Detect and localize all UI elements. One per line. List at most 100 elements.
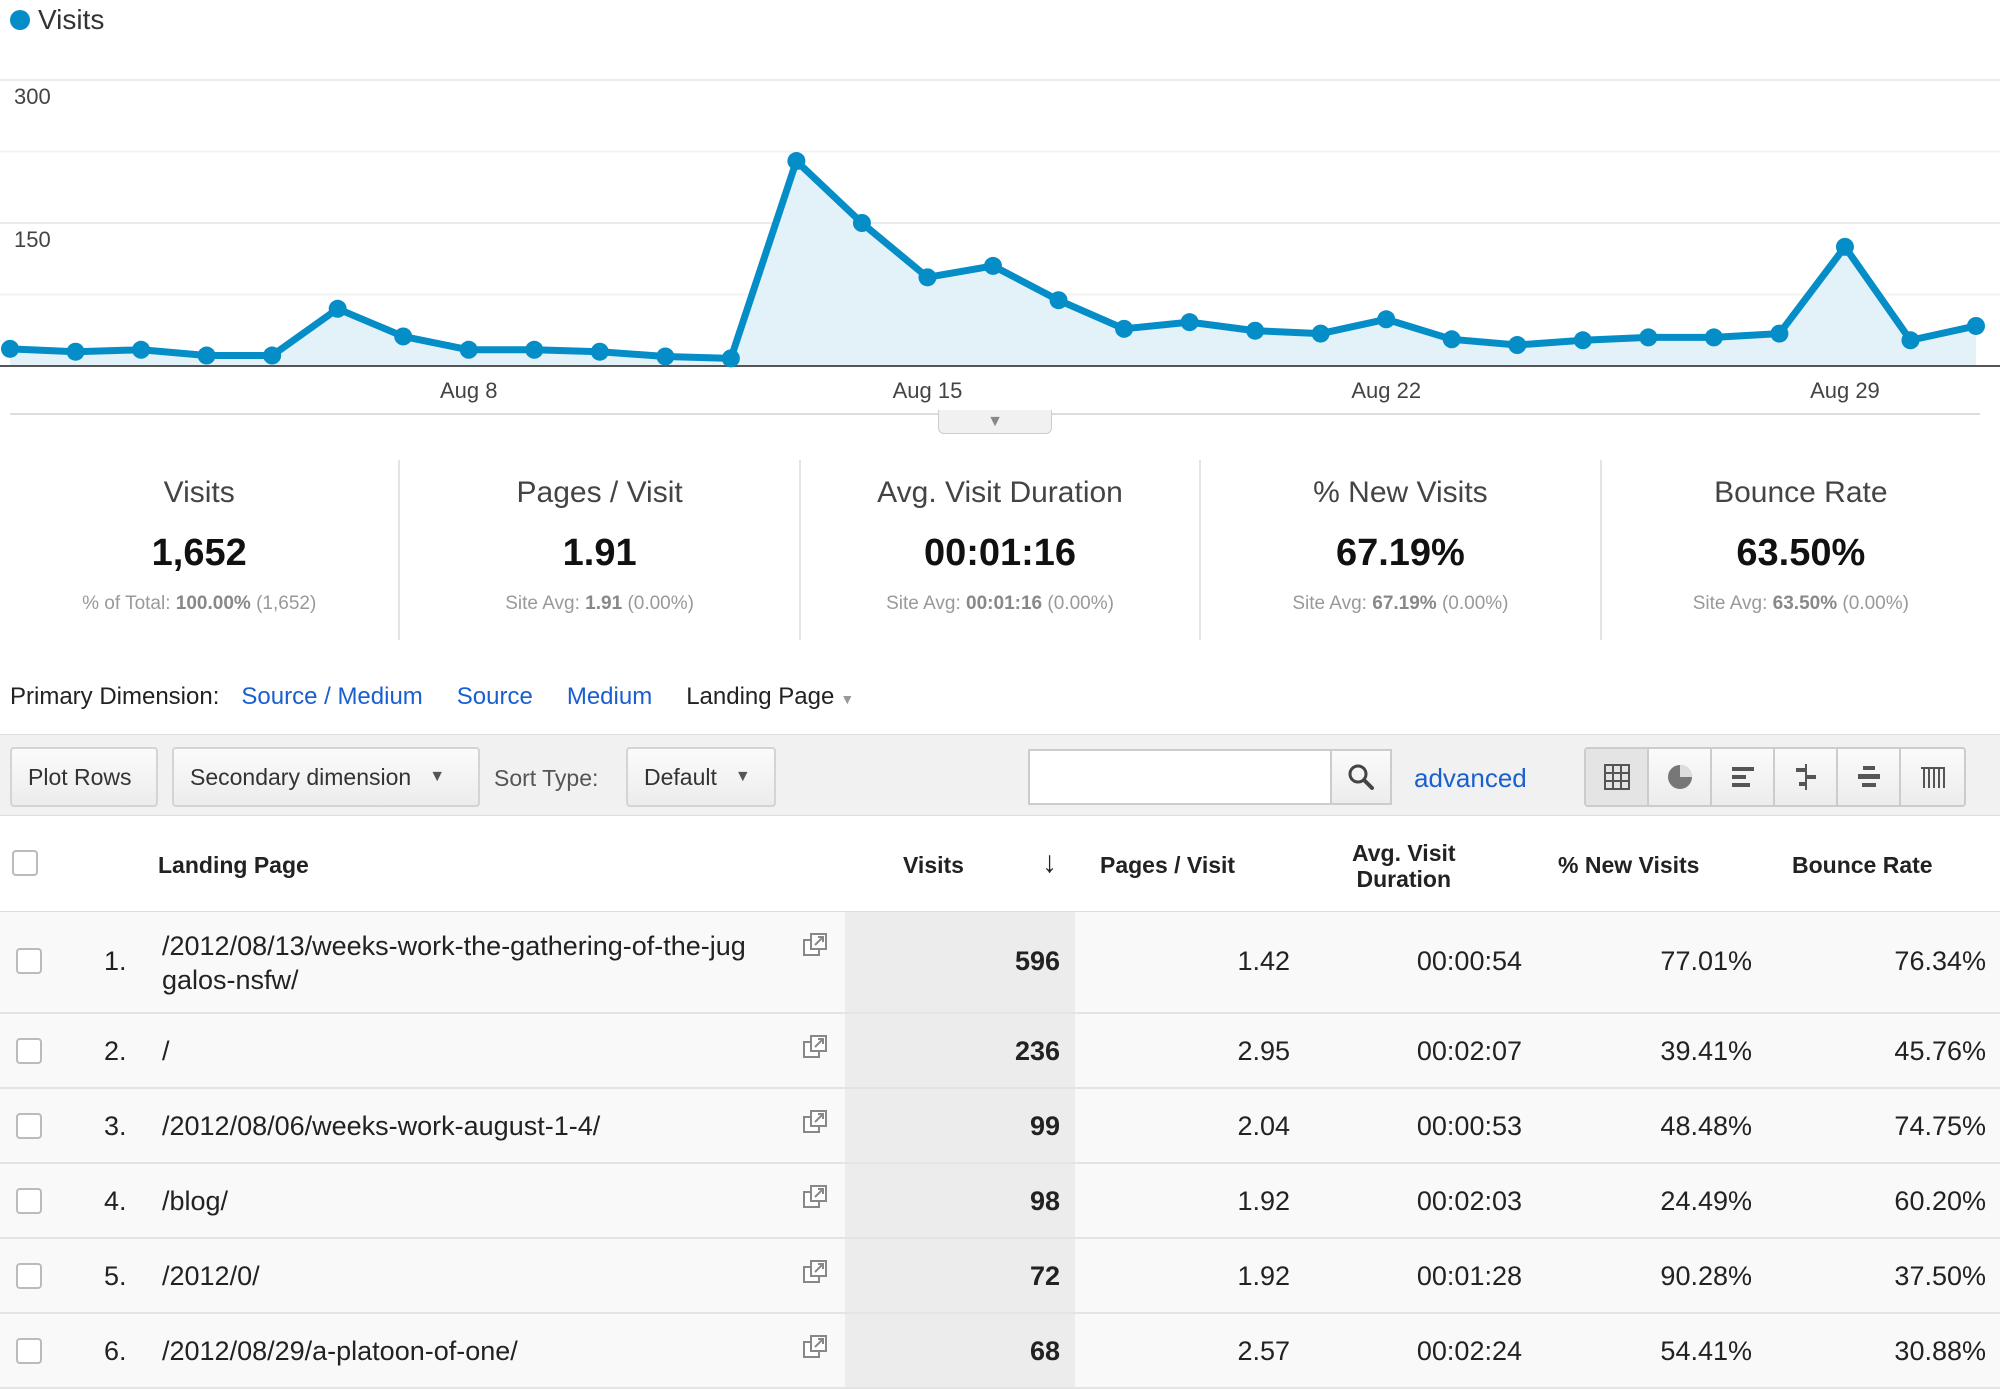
row-landing-page[interactable]: /2012/0/ xyxy=(162,1261,260,1291)
scorecard-sub: % of Total: 100.00% (1,652) xyxy=(0,593,398,615)
table-row[interactable]: 3. /2012/08/06/weeks-work-august-1-4/ 99… xyxy=(0,1089,2000,1164)
external-link-icon[interactable] xyxy=(802,1034,828,1060)
x-tick-label: Aug 22 xyxy=(1351,378,1421,403)
caret-down-icon: ▼ xyxy=(429,768,446,785)
visits-column-highlight xyxy=(845,1014,1075,1087)
scorecard-bounce-rate[interactable]: Bounce Rate 63.50% Site Avg: 63.50% (0.0… xyxy=(1602,460,2000,640)
data-point xyxy=(590,342,609,361)
search-button[interactable] xyxy=(1332,749,1392,805)
dimension-link-source-medium[interactable]: Source / Medium xyxy=(241,683,423,710)
external-link-icon[interactable] xyxy=(802,932,828,958)
row-new-visits: 54.41% xyxy=(1660,1336,1752,1366)
table-search-input[interactable] xyxy=(1028,749,1332,805)
data-point xyxy=(1442,330,1461,349)
row-new-visits: 90.28% xyxy=(1660,1261,1752,1291)
row-new-visits: 48.48% xyxy=(1660,1111,1752,1141)
sort-type-value: Default xyxy=(644,763,717,790)
external-link-icon[interactable] xyxy=(802,1334,828,1360)
chart-svg: 300 150 Aug 8 Aug 15 Aug 22 Aug 29 xyxy=(0,79,2000,415)
header-pages-per-visit[interactable]: Pages / Visit xyxy=(1100,852,1236,878)
view-comparison-button[interactable] xyxy=(1775,749,1838,805)
row-visits: 236 xyxy=(1014,1036,1060,1066)
data-point xyxy=(459,340,478,359)
row-avg-duration: 00:02:24 xyxy=(1416,1336,1522,1366)
row-landing-page[interactable]: / xyxy=(162,1036,170,1066)
scorecard-sub-bold: 63.50% xyxy=(1772,593,1838,614)
row-pages-per-visit: 2.95 xyxy=(1237,1036,1290,1066)
series-area-fill xyxy=(10,161,1976,366)
row-landing-page[interactable]: /blog/ xyxy=(162,1186,229,1216)
row-avg-duration: 00:02:07 xyxy=(1416,1036,1522,1066)
data-point xyxy=(984,256,1002,275)
view-term-cloud-button[interactable] xyxy=(1838,749,1901,805)
row-checkbox[interactable] xyxy=(16,948,42,974)
row-checkbox[interactable] xyxy=(16,1188,42,1214)
scorecard-avg-visit-duration[interactable]: Avg. Visit Duration 00:01:16 Site Avg: 0… xyxy=(801,460,1202,640)
dimension-active-landing-page[interactable]: Landing Page ▼ xyxy=(686,683,854,711)
header-new-visits[interactable]: % New Visits xyxy=(1558,852,1700,878)
view-table-button[interactable] xyxy=(1586,749,1649,805)
row-checkbox[interactable] xyxy=(16,1338,42,1364)
row-landing-page-line1: /2012/08/13/weeks-work-the-gathering-of-… xyxy=(162,931,746,961)
header-bounce-rate[interactable]: Bounce Rate xyxy=(1792,852,1933,878)
external-link-icon[interactable] xyxy=(802,1184,828,1210)
bar-chart-icon xyxy=(1731,767,1754,787)
scorecard-sub-bold: 00:01:16 xyxy=(966,593,1043,614)
scorecard-sub-bold: 1.91 xyxy=(585,593,623,614)
table-row[interactable]: 5. /2012/0/ 72 1.92 00:01:28 90.28% 37.5… xyxy=(0,1239,2000,1314)
chart-collapse-toggle[interactable]: ▼ xyxy=(938,410,1052,434)
scorecard-pages-per-visit[interactable]: Pages / Visit 1.91 Site Avg: 1.91 (0.00%… xyxy=(400,460,801,640)
table-row[interactable]: 4. /blog/ 98 1.92 00:02:03 24.49% 60.20% xyxy=(0,1164,2000,1239)
row-checkbox[interactable] xyxy=(16,1263,42,1289)
row-pages-per-visit: 2.04 xyxy=(1237,1111,1290,1141)
data-point xyxy=(1508,336,1527,355)
data-point xyxy=(918,268,937,287)
row-checkbox[interactable] xyxy=(16,1038,42,1064)
scorecard-value: 00:01:16 xyxy=(923,532,1077,574)
select-all-checkbox[interactable] xyxy=(12,850,38,876)
scorecard-sub-prefix: Site Avg: xyxy=(505,593,580,614)
view-pie-button[interactable] xyxy=(1649,749,1712,805)
sort-type-dropdown[interactable]: Default ▼ xyxy=(626,747,776,807)
scorecard-value: 63.50% xyxy=(1736,532,1866,574)
row-landing-page[interactable]: /2012/08/13/weeks-work-the-gathering-of-… xyxy=(162,929,792,997)
y-tick-label: 150 xyxy=(14,227,51,252)
row-pages-per-visit: 1.42 xyxy=(1237,946,1290,976)
scorecard-sub-prefix: % of Total: xyxy=(82,593,171,614)
external-link-icon[interactable] xyxy=(802,1259,828,1285)
scorecard-visits[interactable]: Visits 1,652 % of Total: 100.00% (1,652) xyxy=(0,460,401,640)
row-landing-page[interactable]: /2012/08/29/a-platoon-of-one/ xyxy=(162,1336,518,1366)
dimension-link-medium[interactable]: Medium xyxy=(566,683,653,710)
scorecard-label: Avg. Visit Duration xyxy=(877,476,1123,509)
data-point xyxy=(1639,328,1658,347)
visits-chart: 300 150 Aug 8 Aug 15 Aug 22 Aug 29 Visits ▼ xyxy=(0,0,2000,440)
scorecard-new-visits[interactable]: % New Visits 67.19% Site Avg: 67.19% (0.… xyxy=(1201,460,1602,640)
view-pivot-button[interactable] xyxy=(1901,749,1964,805)
row-visits: 98 xyxy=(1029,1186,1060,1216)
view-performance-button[interactable] xyxy=(1712,749,1775,805)
header-visits[interactable]: Visits xyxy=(903,852,964,878)
external-link-icon[interactable] xyxy=(802,1109,828,1135)
header-landing-page[interactable]: Landing Page xyxy=(158,852,309,878)
secondary-dimension-dropdown[interactable]: Secondary dimension ▼ xyxy=(172,747,480,807)
advanced-filter-link[interactable]: advanced xyxy=(1414,763,1527,793)
plot-rows-button[interactable]: Plot Rows xyxy=(10,747,158,807)
row-landing-page[interactable]: /2012/08/06/weeks-work-august-1-4/ xyxy=(162,1111,601,1141)
sort-descending-icon[interactable]: ↓ xyxy=(1042,846,1057,879)
dimension-link-source[interactable]: Source xyxy=(456,683,533,710)
table-row[interactable]: 1. /2012/08/13/weeks-work-the-gathering-… xyxy=(0,912,2000,1014)
header-avg-visit-duration[interactable]: Avg. Visit Duration xyxy=(1352,840,1456,892)
scorecard-sub-bold: 67.19% xyxy=(1372,593,1437,614)
table-row[interactable]: 2. / 236 2.95 00:02:07 39.41% 45.76% xyxy=(0,1014,2000,1089)
primary-dimension-label: Primary Dimension: xyxy=(10,683,220,710)
table-row[interactable]: 6. /2012/08/29/a-platoon-of-one/ 68 2.57… xyxy=(0,1314,2000,1389)
scorecard-label: Pages / Visit xyxy=(516,476,683,509)
data-point xyxy=(787,152,806,171)
row-new-visits: 39.41% xyxy=(1660,1036,1752,1066)
scorecard-sub: Site Avg: 00:01:16 (0.00%) xyxy=(801,593,1199,615)
row-checkbox[interactable] xyxy=(16,1113,42,1139)
data-point xyxy=(132,340,151,359)
data-point xyxy=(1770,324,1789,343)
data-point xyxy=(656,347,675,366)
row-bounce-rate: 30.88% xyxy=(1894,1336,1986,1366)
